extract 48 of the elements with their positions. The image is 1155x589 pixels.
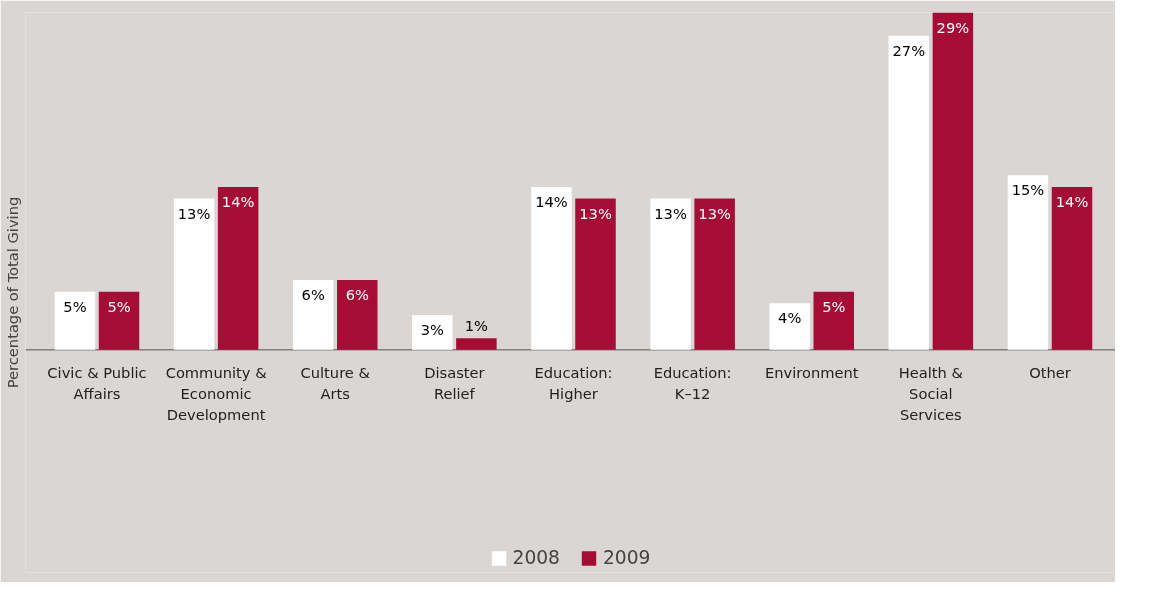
data-label: 13%: [579, 204, 612, 222]
data-label: 5%: [63, 297, 87, 315]
data-label: 29%: [936, 18, 970, 36]
data-label: 3%: [420, 320, 445, 338]
data-label: 27%: [892, 41, 926, 59]
legend-label: 2009: [603, 547, 651, 568]
data-label: 6%: [301, 286, 325, 304]
bar: [173, 198, 215, 350]
data-label: 15%: [1011, 181, 1045, 199]
data-label: 4%: [778, 309, 802, 327]
data-label: 5%: [822, 297, 846, 315]
bar: [769, 303, 810, 350]
bar: [694, 198, 735, 350]
data-label: 1%: [464, 317, 489, 335]
bar: [337, 280, 378, 350]
bar: [575, 198, 616, 350]
bar: [456, 338, 497, 350]
data-label: 14%: [221, 192, 255, 210]
bar: [1007, 175, 1049, 350]
data-label: 6%: [345, 286, 369, 304]
bar: [412, 314, 453, 350]
x-tick-label: Culture & Arts: [300, 363, 370, 403]
x-tick-label: Environment: [764, 363, 859, 381]
bar: [217, 186, 259, 350]
bar: [292, 280, 334, 350]
bar: [531, 186, 572, 350]
bar: [888, 35, 930, 350]
bar: [98, 291, 140, 350]
data-label: 14%: [535, 192, 568, 210]
x-tick-label: Other: [1029, 363, 1072, 381]
bar: [54, 291, 96, 350]
data-label: 13%: [654, 204, 687, 222]
x-tick-label: Civic & Public Affairs: [47, 363, 147, 403]
data-label: 14%: [1055, 192, 1089, 210]
x-tick-label: Education: Higher: [534, 363, 613, 403]
data-label: 13%: [177, 204, 211, 222]
data-label: 5%: [107, 297, 131, 315]
x-tick-label: Health & Social Services: [898, 363, 963, 424]
data-label: 13%: [698, 204, 731, 222]
legend-label: 2008: [512, 547, 560, 568]
x-tick-label: Community & Economic Development: [165, 363, 267, 424]
bar: [932, 12, 974, 350]
x-tick-label: Disaster Relief: [424, 363, 486, 403]
bar: [650, 198, 691, 350]
bar: [813, 291, 855, 350]
bar: [1051, 186, 1093, 350]
y-axis-title: Percentage of Total Giving: [3, 196, 21, 389]
x-tick-label: Education: K–12: [653, 363, 732, 403]
